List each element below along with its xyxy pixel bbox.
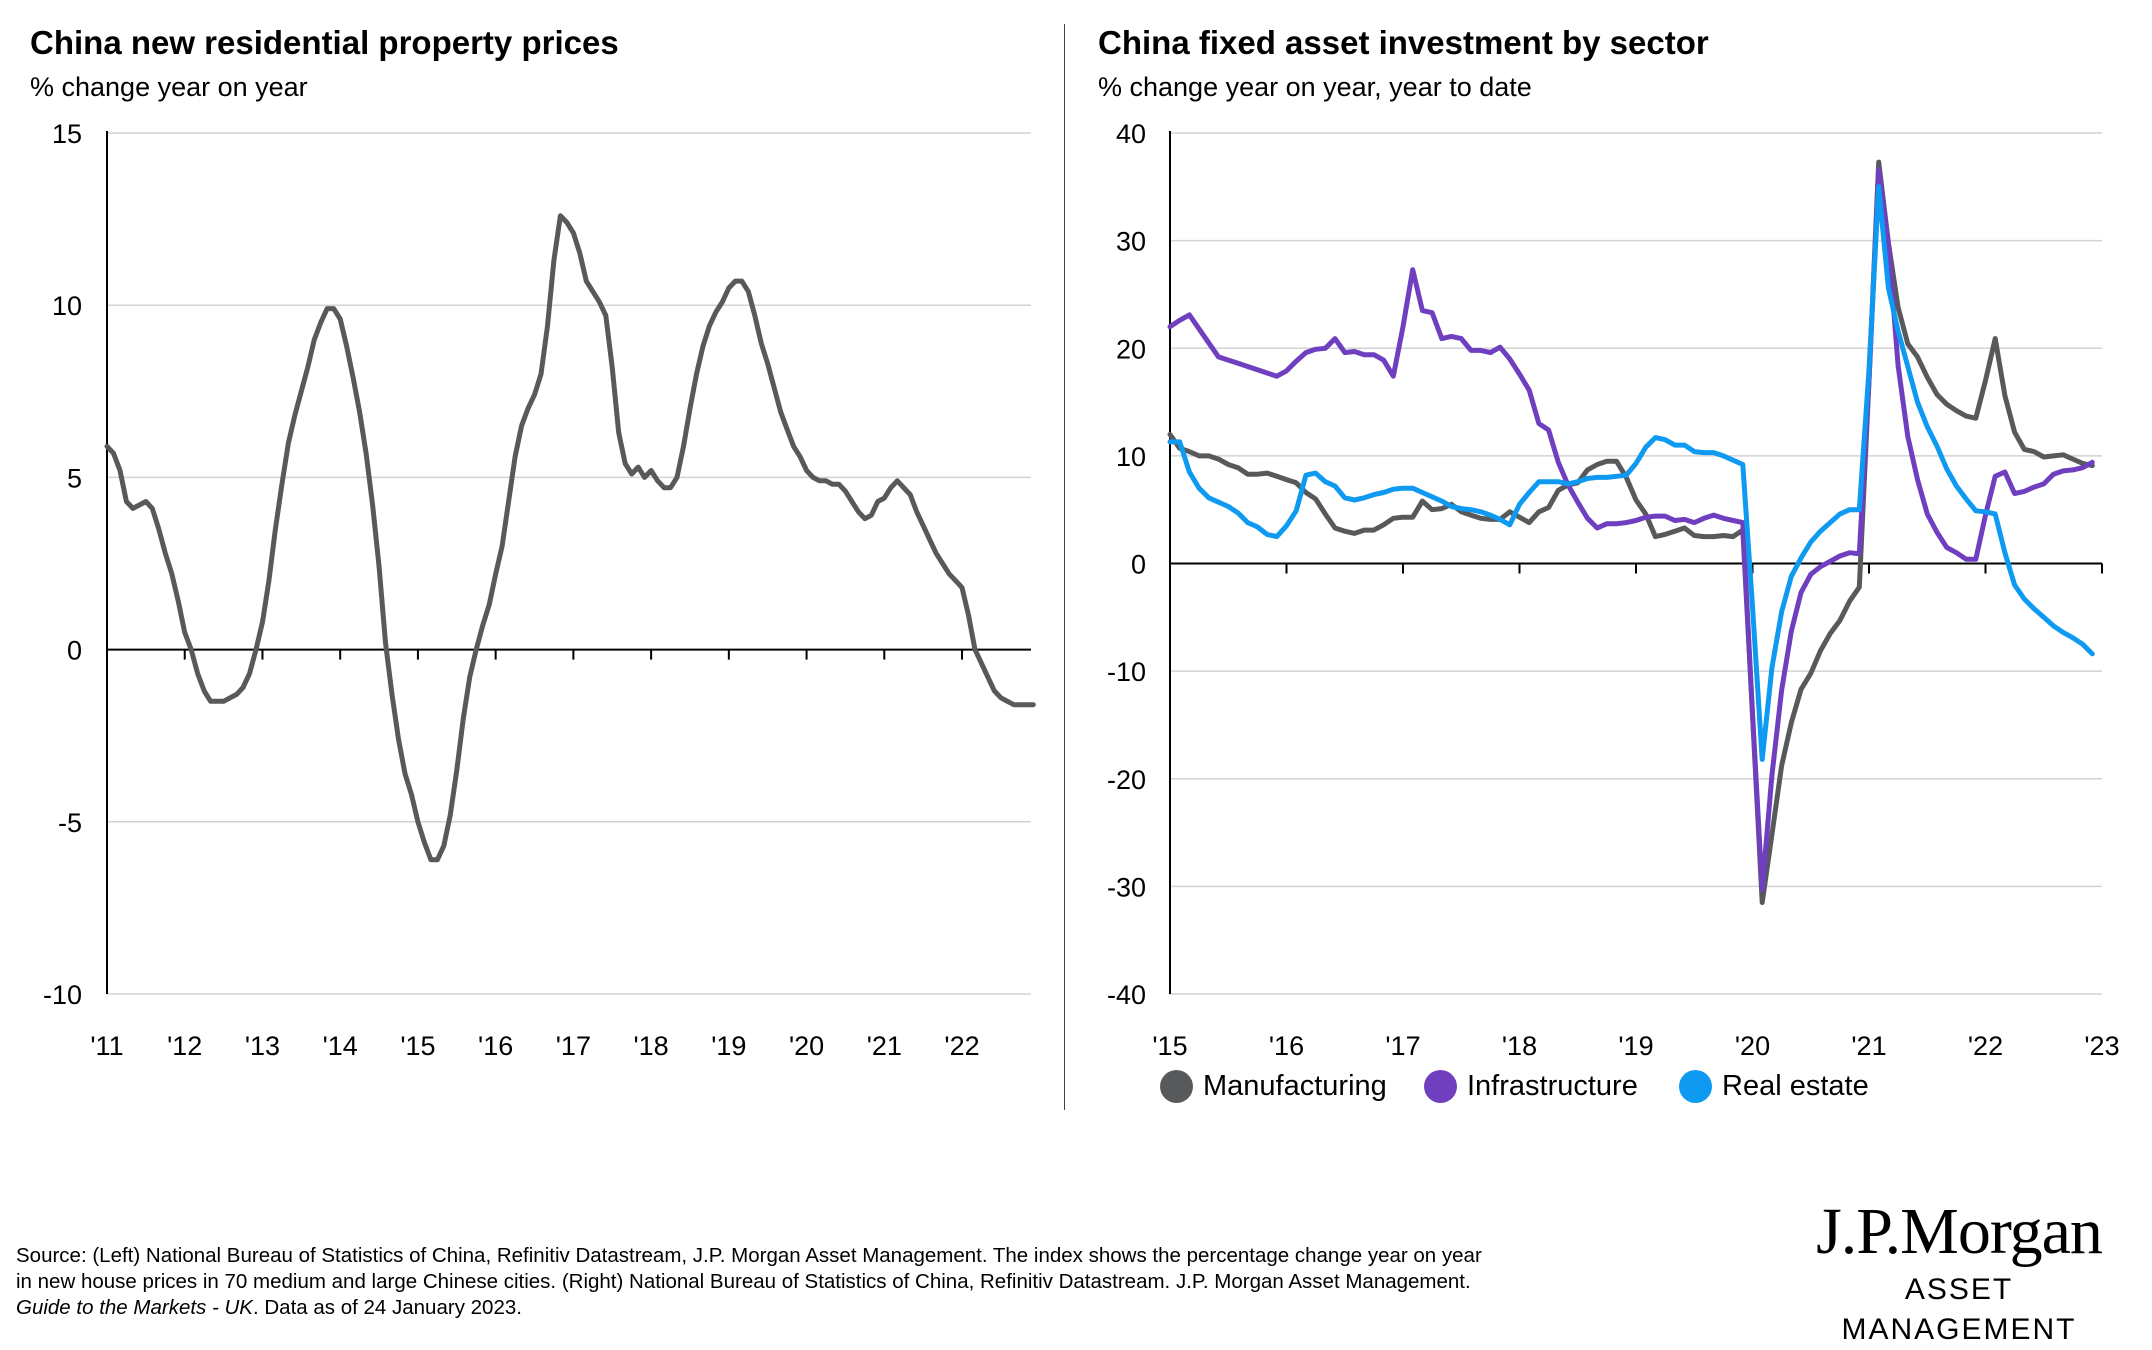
legend-dot-manufacturing bbox=[1160, 1070, 1193, 1103]
legend-label: Infrastructure bbox=[1467, 1070, 1638, 1102]
left-xtick-label: '11 bbox=[90, 1031, 123, 1061]
right-xtick-label: '15 bbox=[1152, 1031, 1187, 1061]
footnote-line: in new house prices in 70 medium and lar… bbox=[16, 1270, 1471, 1293]
legend-label: Manufacturing bbox=[1203, 1070, 1387, 1102]
left-xtick-label: '16 bbox=[478, 1031, 513, 1061]
right-chart-title: China fixed asset investment by sector bbox=[1098, 24, 1709, 61]
right-xtick-label: '18 bbox=[1502, 1031, 1537, 1061]
right-ytick-label: 0 bbox=[1131, 550, 1146, 580]
left-ytick-label: 0 bbox=[67, 636, 82, 666]
left-xtick-label: '12 bbox=[167, 1031, 202, 1061]
jpmorgan-logo: J.P.Morgan ASSET MANAGEMENT bbox=[1796, 1196, 2122, 1350]
left-ytick-label: -5 bbox=[58, 808, 82, 838]
left-chart-title: China new residential property prices bbox=[30, 24, 619, 61]
legend-dot-real-estate bbox=[1679, 1070, 1712, 1103]
left-series-new-residential-property-prices bbox=[104, 213, 1036, 863]
source-footnote: Source: (Left) National Bureau of Statis… bbox=[16, 1243, 1776, 1321]
publication-name: Guide to the Markets - UK bbox=[16, 1296, 253, 1319]
right-xtick-label: '23 bbox=[2084, 1031, 2119, 1061]
left-xtick-label: '18 bbox=[634, 1031, 669, 1061]
left-ytick-label: 10 bbox=[52, 291, 82, 321]
right-chart-subtitle: % change year on year, year to date bbox=[1098, 72, 1532, 102]
left-xtick-label: '22 bbox=[944, 1031, 979, 1061]
right-series-infrastructure bbox=[1167, 167, 2095, 893]
right-ytick-label: 30 bbox=[1116, 227, 1146, 257]
right-xtick-label: '17 bbox=[1385, 1031, 1420, 1061]
right-series-manufacturing bbox=[1167, 159, 2095, 905]
logo-subtitle: ASSET MANAGEMENT bbox=[1841, 1273, 2077, 1346]
left-xtick-label: '17 bbox=[556, 1031, 591, 1061]
left-chart-subtitle: % change year on year bbox=[30, 72, 308, 102]
right-ytick-label: -30 bbox=[1107, 872, 1146, 902]
left-xtick-label: '21 bbox=[867, 1031, 902, 1061]
data-date: . Data as of 24 January 2023. bbox=[252, 1296, 522, 1319]
logo-wordmark: J.P.Morgan bbox=[1816, 1195, 2103, 1268]
right-ytick-label: 20 bbox=[1116, 334, 1146, 364]
legend-dot-infrastructure bbox=[1424, 1070, 1457, 1103]
legend-label: Real estate bbox=[1722, 1070, 1869, 1102]
left-xtick-label: '15 bbox=[400, 1031, 435, 1061]
footnote-line: Guide to the Markets - UK. Data as of 24… bbox=[16, 1295, 1776, 1321]
right-ytick-label: 10 bbox=[1116, 442, 1146, 472]
footnote-line: Source: (Left) National Bureau of Statis… bbox=[16, 1244, 1482, 1267]
left-xtick-label: '14 bbox=[323, 1031, 358, 1061]
left-xtick-label: '19 bbox=[711, 1031, 746, 1061]
right-ytick-label: -10 bbox=[1107, 657, 1146, 687]
legend-infrastructure: Infrastructure bbox=[1424, 1070, 1638, 1103]
right-xtick-label: '21 bbox=[1851, 1031, 1886, 1061]
left-ytick-label: 15 bbox=[52, 119, 82, 149]
right-ytick-label: -20 bbox=[1107, 765, 1146, 795]
right-xtick-label: '19 bbox=[1618, 1031, 1653, 1061]
right-ytick-label: 40 bbox=[1116, 119, 1146, 149]
right-xtick-label: '16 bbox=[1269, 1031, 1304, 1061]
left-ytick-label: 5 bbox=[67, 463, 82, 493]
legend-real-estate: Real estate bbox=[1679, 1070, 1869, 1103]
left-xtick-label: '20 bbox=[789, 1031, 824, 1061]
right-xtick-label: '22 bbox=[1968, 1031, 2003, 1061]
left-xtick-label: '13 bbox=[245, 1031, 280, 1061]
right-series-real-estate bbox=[1167, 184, 2095, 762]
right-ytick-label: -40 bbox=[1107, 980, 1146, 1010]
legend-manufacturing: Manufacturing bbox=[1160, 1070, 1387, 1103]
left-ytick-label: -10 bbox=[43, 980, 82, 1010]
right-xtick-label: '20 bbox=[1735, 1031, 1770, 1061]
chart-divider bbox=[1064, 24, 1065, 1110]
